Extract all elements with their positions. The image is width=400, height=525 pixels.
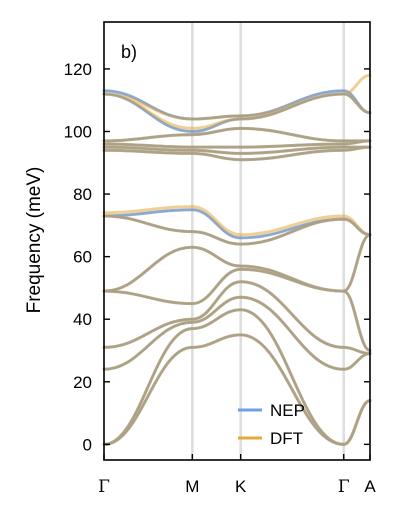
- band-overlap: [103, 89, 371, 446]
- dft-band-9: [102, 145, 372, 155]
- overlap-band-3: [103, 280, 371, 355]
- overlap-band-9: [103, 146, 370, 155]
- nep-band-2: [102, 295, 372, 371]
- y-axis-label: Frequency (meV): [24, 167, 45, 314]
- series-dft: [102, 73, 372, 446]
- dft-band-7: [102, 205, 372, 237]
- x-tick-label-4: A: [364, 477, 376, 496]
- y-axis: 0 20 40 60 80 100 120: [64, 60, 370, 454]
- nep-band-1: [102, 308, 372, 446]
- overlap-band-5: [103, 233, 371, 293]
- y-tick-label-2: 40: [73, 310, 92, 329]
- dft-band-10: [102, 139, 372, 149]
- dft-band-2: [102, 295, 372, 371]
- dft-band-1: [102, 308, 372, 446]
- overlap-band-7: [103, 208, 371, 239]
- dft-band-11: [102, 126, 372, 143]
- y-tick-label-1: 20: [73, 373, 92, 392]
- x-tick-label-0: Γ: [98, 477, 110, 497]
- legend-label-dft: DFT: [270, 429, 303, 448]
- dft-band-4: [102, 267, 372, 352]
- nep-band-12: [102, 92, 372, 134]
- y-tick-label-0: 0: [83, 435, 92, 454]
- dft-band-3: [102, 280, 372, 356]
- y-tick-label-5: 100: [64, 123, 92, 142]
- overlap-band-1: [103, 308, 371, 446]
- x-tick-label-2: K: [235, 477, 247, 496]
- legend: NEP DFT: [238, 401, 305, 448]
- dft-band-8: [102, 145, 372, 162]
- dft-band-5: [102, 233, 372, 293]
- plot-frame: [103, 21, 371, 461]
- y-tick-label-6: 120: [64, 60, 92, 79]
- overlap-band-10: [103, 139, 371, 149]
- overlap-band-11: [103, 127, 370, 142]
- x-tick-label-1: M: [185, 477, 199, 496]
- dft-band-13: [102, 73, 372, 121]
- overlap-band-8: [103, 146, 371, 161]
- y-tick-label-4: 80: [73, 185, 92, 204]
- dft-band-12: [102, 92, 372, 130]
- overlap-band-0: [103, 333, 371, 446]
- overlap-band-13: [103, 89, 371, 121]
- legend-label-nep: NEP: [270, 401, 305, 420]
- overlap-band-2: [103, 296, 371, 371]
- overlap-band-12: [103, 92, 371, 133]
- dft-band-6: [102, 214, 372, 246]
- x-tick-label-3: Γ: [338, 477, 350, 497]
- y-tick-label-3: 60: [73, 248, 92, 267]
- nep-band-3: [102, 280, 372, 356]
- overlap-band-4: [103, 268, 371, 352]
- band-lines: [102, 73, 372, 446]
- overlap-band-6: [103, 215, 371, 246]
- panel-label: b): [121, 42, 137, 62]
